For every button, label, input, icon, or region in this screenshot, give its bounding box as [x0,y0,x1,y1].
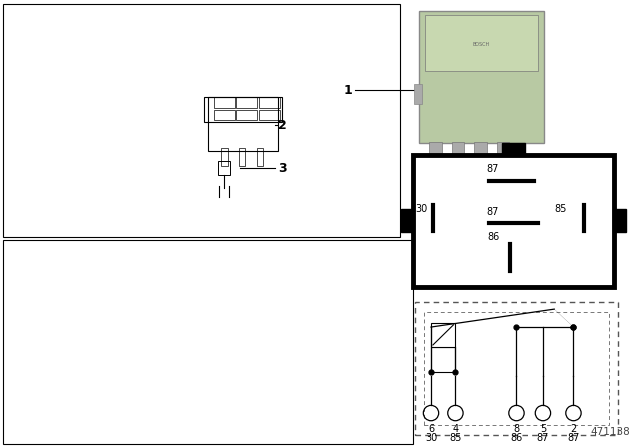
Bar [614,209,626,232]
Bar [502,143,525,155]
Bar [3,240,413,444]
Bar [419,11,544,143]
Bar [474,142,486,161]
Text: 85: 85 [449,433,461,443]
Bar [415,302,618,435]
Bar [414,84,422,104]
Bar [413,155,614,287]
Text: 85: 85 [554,203,566,214]
Bar [214,97,235,108]
Bar [208,97,278,151]
Bar [401,209,413,232]
Text: 5: 5 [540,424,546,434]
Bar [452,142,464,161]
Text: 87: 87 [486,164,499,174]
Text: 86: 86 [510,433,523,443]
Bar [257,148,263,166]
Bar [3,4,400,237]
Bar [214,110,235,121]
Bar [259,110,280,121]
Bar [239,148,245,166]
Text: 3: 3 [278,161,287,175]
Text: 471138: 471138 [591,427,630,437]
Text: 87: 87 [486,207,499,216]
Bar [218,161,230,175]
Text: 87: 87 [537,433,549,443]
Bar [426,15,538,71]
Text: 2: 2 [278,119,287,132]
Bar [236,97,257,108]
Bar [424,312,609,425]
Text: 30: 30 [415,203,427,214]
Text: 86: 86 [488,232,500,242]
Bar [205,97,282,122]
Text: BOSCH: BOSCH [473,42,490,47]
Bar [221,148,228,166]
Bar [431,323,456,347]
Text: 6: 6 [428,424,434,434]
Text: 1: 1 [344,84,352,97]
Bar [429,142,442,161]
Bar [236,110,257,121]
Text: 87: 87 [567,433,580,443]
Bar [431,347,456,372]
Text: 30: 30 [425,433,437,443]
Text: 8: 8 [513,424,520,434]
Text: 2: 2 [570,424,577,434]
Bar [259,97,280,108]
Text: 4: 4 [452,424,458,434]
Bar [497,142,509,161]
